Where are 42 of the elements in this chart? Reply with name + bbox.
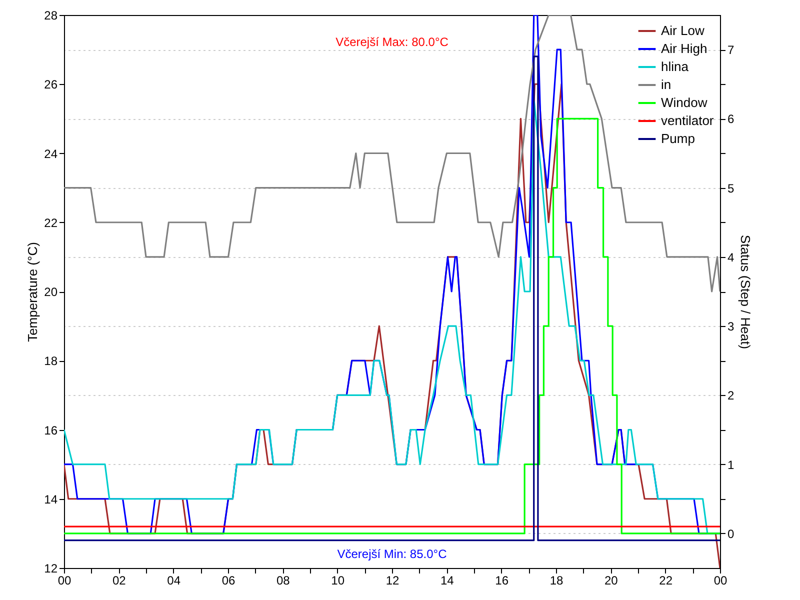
y-tick-label: 14 <box>44 492 58 506</box>
y-tick-label: 12 <box>44 562 58 576</box>
legend-label: in <box>661 77 672 92</box>
x-tick-label: 18 <box>550 574 564 588</box>
y-axis-title: Temperature (°C) <box>25 242 40 342</box>
y2-tick-label: 3 <box>728 320 734 334</box>
legend-label: Air High <box>661 41 708 56</box>
y-tick-label: 24 <box>44 146 58 161</box>
y-tick-label: 28 <box>44 8 58 22</box>
y2-tick-label: 1 <box>728 458 734 472</box>
y-tick-label: 26 <box>44 78 58 92</box>
legend-label: Air Low <box>661 23 705 38</box>
x-tick-label: 22 <box>659 574 673 588</box>
x-tick-label: 10 <box>331 574 345 588</box>
annotation: Včerejší Max: 80.0°C <box>336 35 449 49</box>
line-series <box>64 15 720 292</box>
x-tick-label: 00 <box>58 574 72 588</box>
x-tick-label: 04 <box>167 574 181 588</box>
x-tick-label: 14 <box>440 574 454 588</box>
legend-label: Window <box>661 95 708 110</box>
x-tick-label: 16 <box>495 574 509 588</box>
x-tick-label: 20 <box>604 574 618 588</box>
y-tick-label: 20 <box>44 285 58 299</box>
legend-label: Pump <box>661 131 695 146</box>
y2-tick-label: 6 <box>728 112 734 126</box>
y2-tick-label: 4 <box>728 250 734 264</box>
y2-tick-label: 2 <box>728 388 734 403</box>
x-tick-label: 00 <box>714 574 728 588</box>
x-tick-label: 02 <box>112 574 126 588</box>
y2-axis-title: Status (Step / Heat) <box>738 234 754 350</box>
annotation: Včerejší Min: 85.0°C <box>337 547 448 561</box>
y2-tick-label: 5 <box>728 181 734 196</box>
y2-tick-label: 7 <box>728 43 734 58</box>
y2-tick-label: 0 <box>728 526 734 541</box>
y-tick-label: 18 <box>44 354 58 368</box>
x-tick-label: 06 <box>222 574 236 588</box>
legend-label: hlina <box>661 59 690 74</box>
legend-label: ventilator <box>661 113 714 128</box>
y-tick-label: 16 <box>44 423 58 438</box>
x-tick-label: 08 <box>276 574 290 588</box>
y-tick-label: 22 <box>44 216 58 230</box>
x-tick-label: 12 <box>386 574 400 588</box>
